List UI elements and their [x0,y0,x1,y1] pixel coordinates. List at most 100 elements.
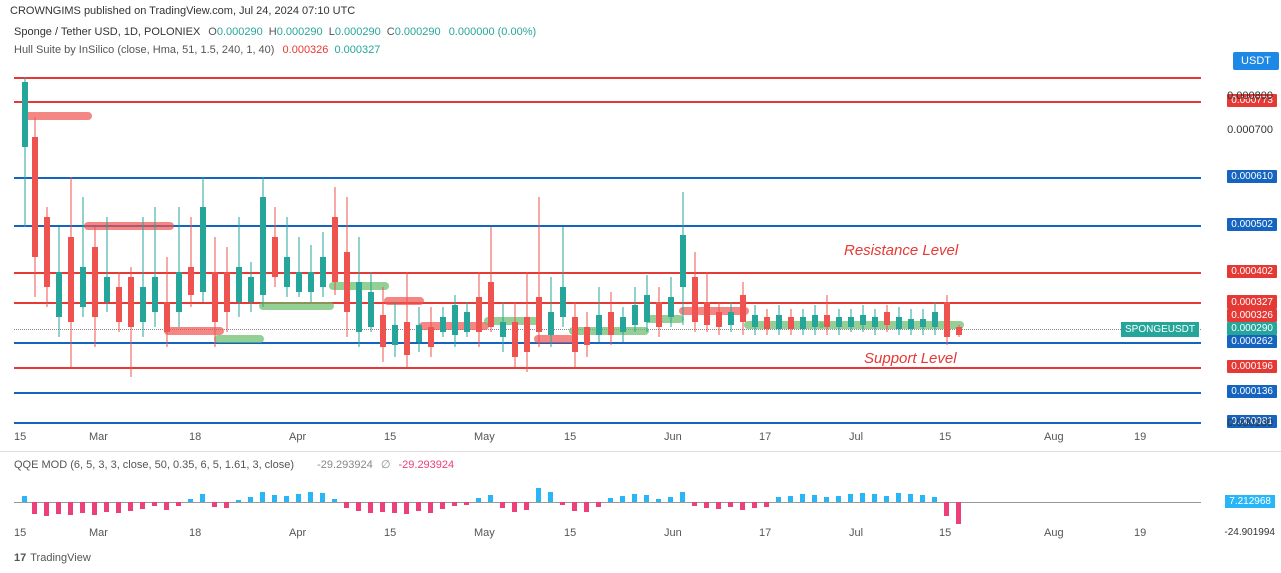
chart-meta-row: Sponge / Tether USD, 1D, POLONIEX O0.000… [0,22,1281,42]
indicator-bar [812,495,817,502]
indicator-bar [56,502,61,514]
indicator-x-axis-label: Jun [664,527,682,539]
indicator-bar [764,502,769,507]
x-axis-label: May [474,431,495,443]
indicator-bar [920,495,925,502]
indicator-bar [416,502,421,511]
indicator-bar [596,502,601,507]
indicator-bar [476,498,481,502]
indicator-bar [128,502,133,511]
horizontal-line [14,77,1201,79]
indicator-bar [560,502,565,505]
indicator-bar [824,497,829,502]
pair-title: Sponge / Tether USD, 1D, POLONIEX [14,26,200,38]
indicator-bar [308,492,313,502]
indicator-bar [488,495,493,502]
hull-band-segment [84,222,174,230]
indicator-x-axis-label: 18 [189,527,201,539]
x-axis-label: 15 [384,431,396,443]
price-label: 0.000327 [1227,296,1277,309]
qqe-chart-area[interactable] [14,477,1201,527]
hull-band-segment [534,335,574,343]
indicator-bar [452,502,457,506]
indicator-bar [224,502,229,508]
indicator-bar [272,495,277,502]
indicator-bar [332,499,337,502]
price-label: 0.000326 [1227,309,1277,322]
x-axis-label: Mar [89,431,108,443]
hull-band-segment [259,302,334,310]
hline-price-label: 0.000262 [1227,335,1277,348]
indicator-bar [188,499,193,502]
indicator-bar [22,496,27,502]
indicator-bar [608,498,613,502]
indicator-x-axis-label: 15 [564,527,576,539]
indicator-bar [536,488,541,502]
hull-band-segment [214,335,264,343]
symbol-badge: USDT [1233,52,1279,70]
sponge-ticker-label: SPONGEUSDT [1121,322,1199,337]
y-axis-tick: 0.000800 [1227,90,1273,102]
hull-band-segment [679,307,749,315]
annotation-text: Support Level [864,350,957,367]
indicator-bar [584,502,589,512]
indicator-bar [428,502,433,513]
indicator-bar [944,502,949,516]
indicator-x-axis-label: Apr [289,527,306,539]
indicator-bar [644,495,649,502]
publish-header: CROWNGIMS published on TradingView.com, … [0,0,1281,22]
indicator-bar [404,502,409,514]
indicator-bar [632,494,637,502]
indicator-bar [692,502,697,506]
hull-band-segment [384,297,424,305]
indicator-bar [32,502,37,514]
horizontal-line [14,422,1201,424]
indicator-bar [200,494,205,502]
indicator-bar [668,497,673,502]
y-axis-tick: 0.000100 [1227,417,1273,429]
indicator-bar [908,494,913,502]
qqe-indicator-container: QQE MOD (6, 5, 3, 3, close, 50, 0.35, 6,… [0,452,1281,547]
indicator-bar [392,502,397,513]
indicator-bar [512,502,517,512]
indicator-bar [320,493,325,502]
indicator-bar [524,502,529,510]
indicator-bar [380,502,385,512]
indicator-bar [164,502,169,510]
y-axis-tick: 0.000700 [1227,124,1273,136]
indicator-bar [884,496,889,502]
indicator-x-axis-label: 15 [384,527,396,539]
indicator-bar [836,496,841,502]
indicator-bar [140,502,145,509]
hull-indicator-meta: Hull Suite by InSilico (close, Hma, 51, … [0,42,1281,58]
price-chart-area[interactable]: Resistance LevelSupport Level [14,77,1201,431]
indicator-x-axis-label: 19 [1134,527,1146,539]
footer: 17 TradingView [0,547,1281,569]
indicator-bar [152,502,157,506]
indicator-bar [548,492,553,502]
indicator-bar [656,499,661,502]
horizontal-line [14,225,1201,227]
indicator-x-axis-label: Jul [849,527,863,539]
indicator-bar [956,502,961,524]
indicator-y-label: 7.212968 [1225,495,1275,508]
indicator-bar [932,497,937,502]
indicator-bar [344,502,349,508]
indicator-bar [896,493,901,502]
x-axis-label: 17 [759,431,771,443]
indicator-bar [284,496,289,502]
hull-band-segment [644,315,684,323]
horizontal-line [14,367,1201,369]
indicator-bar [500,502,505,508]
ohlc-values: O0.000290 H0.000290 L0.000290 C0.000290 … [205,26,536,38]
x-axis-label: 15 [939,431,951,443]
indicator-bar [68,502,73,515]
x-axis-label: Apr [289,431,306,443]
indicator-bar [116,502,121,513]
price-label: 0.000290 [1227,322,1277,335]
indicator-bar [212,502,217,507]
qqe-indicator-meta: QQE MOD (6, 5, 3, 3, close, 50, 0.35, 6,… [0,452,1281,473]
indicator-bar [728,502,733,507]
hline-price-label: 0.000402 [1227,265,1277,278]
tradingview-logo-icon: 17 [14,552,26,564]
